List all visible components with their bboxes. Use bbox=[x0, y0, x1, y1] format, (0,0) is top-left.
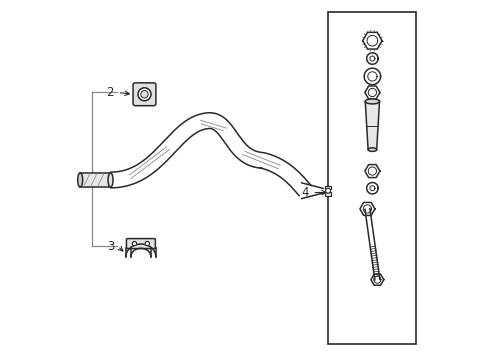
Text: 2: 2 bbox=[106, 86, 114, 99]
Circle shape bbox=[141, 91, 148, 98]
Ellipse shape bbox=[78, 173, 82, 187]
Text: 3: 3 bbox=[106, 240, 114, 253]
FancyBboxPatch shape bbox=[126, 239, 155, 249]
Circle shape bbox=[145, 242, 149, 246]
Circle shape bbox=[132, 242, 136, 246]
Bar bbox=[80, 173, 110, 187]
Text: 1: 1 bbox=[81, 174, 88, 186]
Ellipse shape bbox=[108, 173, 113, 187]
Bar bbox=[328, 12, 415, 344]
Bar bbox=[324, 192, 331, 196]
Circle shape bbox=[138, 88, 151, 101]
FancyBboxPatch shape bbox=[133, 83, 156, 106]
Polygon shape bbox=[365, 102, 379, 150]
Text: 4: 4 bbox=[301, 186, 308, 199]
Circle shape bbox=[325, 188, 330, 193]
Ellipse shape bbox=[365, 99, 379, 104]
Ellipse shape bbox=[367, 148, 376, 152]
Bar bbox=[324, 186, 331, 189]
